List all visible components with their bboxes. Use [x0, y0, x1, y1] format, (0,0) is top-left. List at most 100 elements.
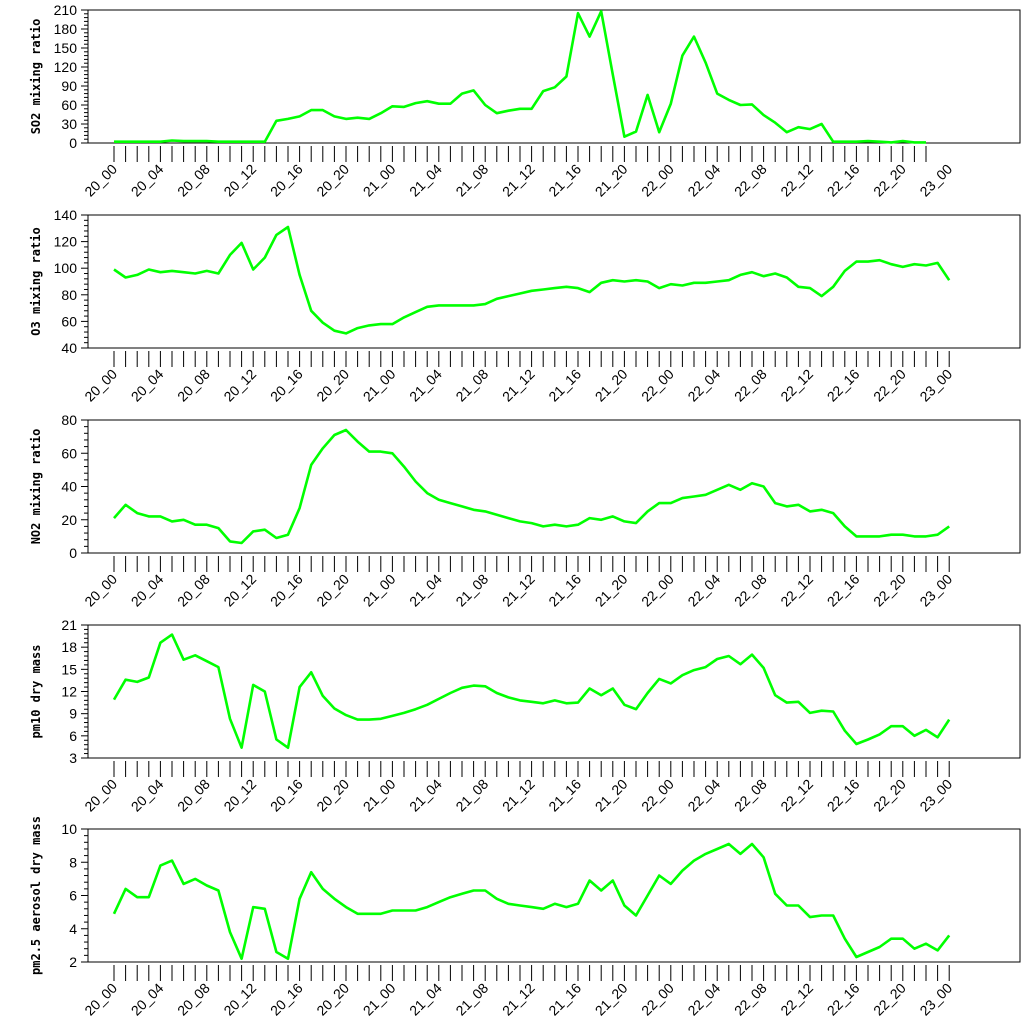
- x-tick-label: 20_04: [128, 776, 167, 815]
- x-tick-label: 22_00: [638, 366, 677, 405]
- x-tick-label: 22_16: [824, 161, 863, 200]
- x-tick-label: 20_12: [220, 776, 259, 815]
- chart-panel-1: 0 30 60 90 120 150 180 210 SO2 mixing ratio 20_00…: [29, 2, 1021, 200]
- y-tick-label: 8: [69, 854, 77, 870]
- x-tick-label: 21_04: [406, 571, 445, 610]
- x-tick-label: 21_04: [406, 776, 445, 815]
- y-tick-label: 9: [69, 706, 77, 722]
- y-tick-label: 60: [61, 445, 77, 461]
- x-tick-label: 20_00: [81, 776, 120, 815]
- x-tick-label: 22_00: [638, 980, 677, 1019]
- x-tick-label: 22_04: [684, 366, 723, 405]
- x-tick-label: 22_08: [731, 980, 770, 1019]
- x-tick-label: 20_00: [81, 366, 120, 405]
- x-tick-label: 21_12: [499, 571, 538, 610]
- x-tick-label: 20_04: [128, 980, 167, 1019]
- y-tick-label: 90: [61, 78, 77, 94]
- x-tick-label: 22_00: [638, 776, 677, 815]
- x-tick-label: 21_20: [592, 571, 631, 610]
- x-tick-label: 21_16: [545, 571, 584, 610]
- x-tick-label: 22_20: [870, 980, 909, 1019]
- x-tick-label: 22_12: [777, 366, 816, 405]
- x-tick-label: 21_00: [360, 366, 399, 405]
- x-tick-label: 20_00: [81, 161, 120, 200]
- x-tick-label: 20_08: [174, 161, 213, 200]
- y-axis-label: pm2.5 aerosol dry mass: [29, 816, 43, 975]
- x-tick-label: 22_08: [731, 366, 770, 405]
- x-tick-label: 21_12: [499, 366, 538, 405]
- plot-frame: [87, 828, 1021, 963]
- y-tick-label: 80: [61, 412, 77, 428]
- y-tick-label: 40: [61, 479, 77, 495]
- x-tick-label: 21_16: [545, 366, 584, 405]
- x-tick-label: 22_16: [824, 571, 863, 610]
- x-tick-label: 22_00: [638, 571, 677, 610]
- plot-frame: [87, 419, 1021, 554]
- x-tick-label: 22_12: [777, 161, 816, 200]
- chart-panel-3: 0 20 40 60 80 NO2 mixing ratio 20_00 20_04 20_08…: [29, 412, 1021, 610]
- y-tick-label: 140: [54, 207, 78, 223]
- x-tick-label: 20_00: [81, 571, 120, 610]
- x-tick-label: 21_00: [360, 571, 399, 610]
- y-tick-label: 180: [54, 21, 78, 37]
- x-tick-label: 22_16: [824, 366, 863, 405]
- x-tick-label: 20_08: [174, 776, 213, 815]
- x-tick-label: 20_08: [174, 366, 213, 405]
- x-tick-label: 20_12: [220, 571, 259, 610]
- x-tick-label: 22_20: [870, 366, 909, 405]
- y-tick-label: 6: [69, 888, 77, 904]
- y-tick-label: 120: [54, 234, 78, 250]
- x-tick-label: 21_04: [406, 161, 445, 200]
- x-tick-label: 22_04: [684, 980, 723, 1019]
- x-tick-label: 21_20: [592, 366, 631, 405]
- x-tick-label: 21_00: [360, 980, 399, 1019]
- y-tick-label: 80: [61, 287, 77, 303]
- x-tick-label: 23_00: [916, 571, 955, 610]
- y-axis-label: O3 mixing ratio: [29, 227, 43, 335]
- x-tick-label: 21_08: [452, 161, 491, 200]
- x-tick-label: 20_00: [81, 980, 120, 1019]
- x-tick-label: 21_08: [452, 776, 491, 815]
- x-tick-label: 20_12: [220, 161, 259, 200]
- x-tick-label: 21_08: [452, 980, 491, 1019]
- x-tick-label: 21_20: [592, 776, 631, 815]
- x-tick-label: 20_20: [313, 980, 352, 1019]
- x-tick-label: 20_16: [267, 161, 306, 200]
- y-tick-label: 60: [61, 97, 77, 113]
- x-tick-label: 21_16: [545, 980, 584, 1019]
- x-tick-label: 21_04: [406, 366, 445, 405]
- x-tick-label: 21_08: [452, 571, 491, 610]
- x-tick-label: 21_12: [499, 980, 538, 1019]
- x-tick-label: 22_08: [731, 161, 770, 200]
- y-tick-label: 20: [61, 512, 77, 528]
- x-tick-label: 21_20: [592, 980, 631, 1019]
- x-tick-label: 22_08: [731, 776, 770, 815]
- x-tick-label: 22_20: [870, 161, 909, 200]
- x-tick-label: 20_16: [267, 366, 306, 405]
- x-tick-label: 20_04: [128, 571, 167, 610]
- series-line: [113, 428, 950, 545]
- x-tick-label: 21_20: [592, 161, 631, 200]
- x-tick-label: 21_00: [360, 161, 399, 200]
- x-tick-label: 22_08: [731, 571, 770, 610]
- y-axis-label: pm10 dry mass: [29, 645, 43, 739]
- x-tick-label: 23_00: [916, 980, 955, 1019]
- y-tick-label: 0: [69, 135, 77, 151]
- x-tick-label: 20_20: [313, 776, 352, 815]
- y-tick-label: 120: [54, 59, 78, 75]
- x-tick-label: 21_04: [406, 980, 445, 1019]
- y-tick-label: 40: [61, 340, 77, 356]
- x-tick-label: 20_04: [128, 366, 167, 405]
- y-axis-label: NO2 mixing ratio: [29, 429, 43, 545]
- x-tick-label: 21_12: [499, 161, 538, 200]
- x-tick-label: 22_12: [777, 571, 816, 610]
- x-tick-label: 22_16: [824, 980, 863, 1019]
- x-tick-label: 20_08: [174, 980, 213, 1019]
- x-tick-label: 20_08: [174, 571, 213, 610]
- x-tick-label: 21_16: [545, 776, 584, 815]
- series-line: [113, 225, 951, 335]
- x-tick-label: 23_00: [916, 161, 955, 200]
- x-tick-label: 22_16: [824, 776, 863, 815]
- series-line: [112, 633, 951, 750]
- x-tick-label: 22_12: [777, 980, 816, 1019]
